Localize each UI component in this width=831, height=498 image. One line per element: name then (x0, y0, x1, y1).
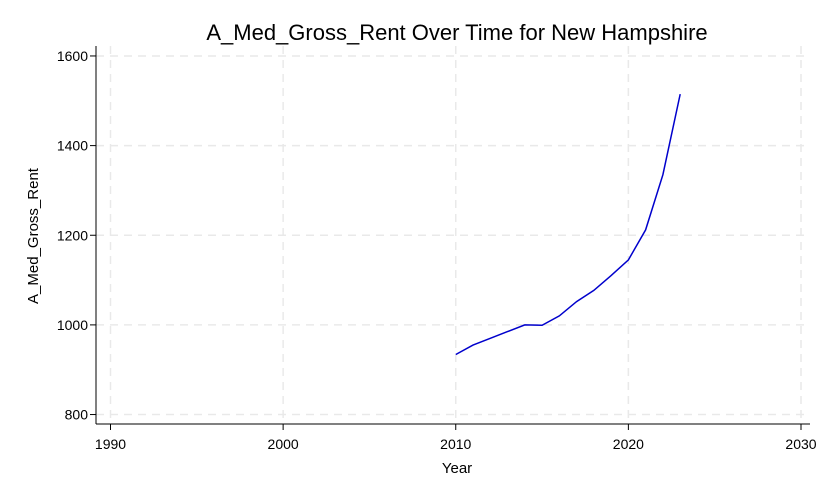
chart-title: A_Med_Gross_Rent Over Time for New Hamps… (206, 20, 707, 45)
x-tick-label: 2010 (440, 436, 471, 452)
x-tick-label: 2020 (613, 436, 644, 452)
y-tick-label: 800 (65, 407, 89, 423)
series-line (455, 93, 681, 356)
x-axis-ticks: 1990 2000 2010 2020 2030 (95, 424, 817, 452)
y-tick-label: 1000 (57, 317, 88, 333)
x-tick-label: 2000 (268, 436, 299, 452)
x-tick-label: 1990 (95, 436, 126, 452)
gridlines (96, 46, 810, 424)
y-axis-label: A_Med_Gross_Rent (25, 167, 42, 304)
y-tick-label: 1200 (57, 227, 88, 243)
y-tick-label: 1400 (57, 138, 88, 154)
y-tick-label: 1600 (57, 48, 88, 64)
x-tick-label: 2030 (785, 436, 816, 452)
x-axis-label: Year (442, 460, 472, 477)
y-axis-ticks: 800 1000 1200 1400 1600 (57, 48, 96, 423)
